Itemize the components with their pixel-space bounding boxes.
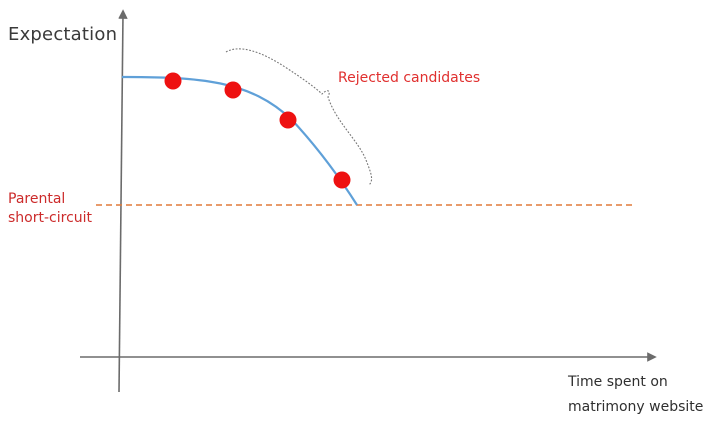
y-axis-title: Expectation (8, 24, 118, 45)
candidate-point (279, 111, 297, 129)
x-axis-title: Time spent on matrimony website (568, 370, 703, 420)
candidate-point (164, 72, 182, 90)
x-axis-title-line-2: matrimony website (568, 399, 704, 415)
x-axis-title-line-1: Time spent on (568, 374, 668, 390)
y-axis (118, 9, 128, 393)
expectation-curve (121, 75, 358, 206)
threshold-label: Parental short-circuit (8, 190, 92, 228)
rejected-candidates-label: Rejected candidates (338, 70, 481, 86)
candidate-point (224, 81, 242, 99)
candidate-point (333, 171, 351, 189)
rejected-bracket (225, 48, 373, 186)
threshold-label-line-2: short-circuit (8, 210, 93, 226)
threshold-label-line-1: Parental (8, 191, 66, 207)
